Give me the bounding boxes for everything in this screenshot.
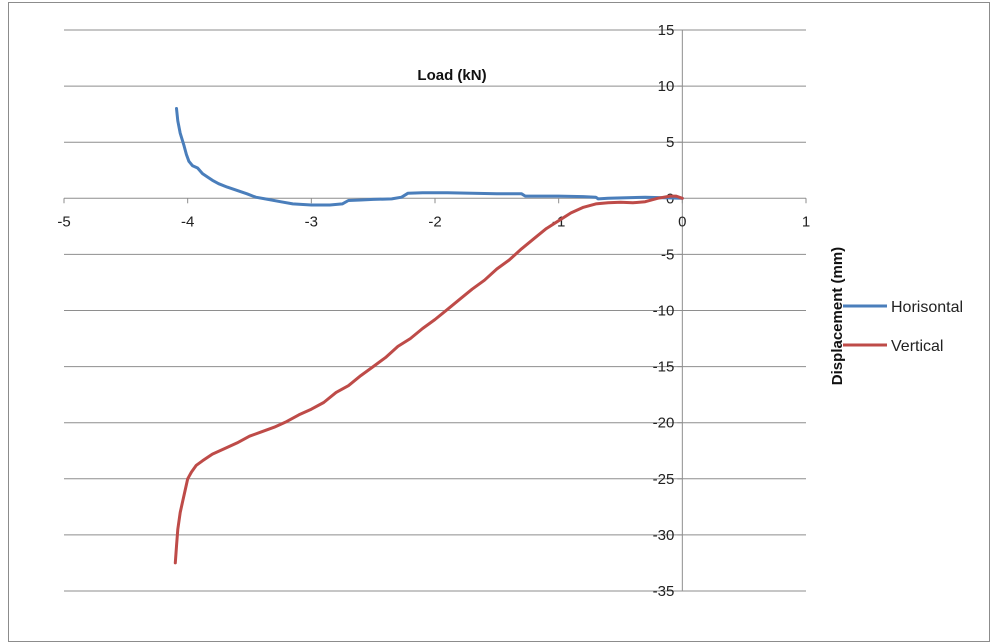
x-tick-label-1: -4: [181, 213, 194, 230]
x-axis-title: Load (kN): [417, 67, 486, 84]
y-tick-label-9: -30: [653, 527, 675, 544]
y-tick-label-10: -35: [653, 583, 675, 600]
legend: Horisontal Vertical: [843, 299, 963, 355]
x-tick-label-2: -3: [305, 213, 318, 230]
y-tick-label-0: 15: [658, 22, 675, 39]
legend-label-vertical: Vertical: [891, 338, 943, 355]
y-axis-title: Displacement (mm): [829, 247, 846, 385]
y-tick-label-5: -10: [653, 303, 675, 320]
legend-label-horisontal: Horisontal: [891, 299, 963, 316]
y-tick-label-8: -25: [653, 471, 675, 488]
y-tick-label-4: -5: [661, 246, 674, 263]
series-line-vertical: [173, 194, 684, 565]
series-line-horisontal: [175, 107, 684, 207]
y-tick-label-2: 5: [666, 134, 674, 151]
gridlines: [64, 29, 806, 592]
x-tick-label-6: 1: [802, 213, 810, 230]
series-lines: [173, 107, 684, 565]
x-tick-label-5: 0: [678, 213, 686, 230]
y-tick-label-6: -15: [653, 359, 675, 376]
y-tick-label-7: -20: [653, 415, 675, 432]
y-tick-label-1: 10: [658, 78, 675, 95]
x-tick-label-0: -5: [57, 213, 70, 230]
x-tick-label-3: -2: [428, 213, 441, 230]
x-tick-labels: -5 -4 -3 -2 -1 0 1: [57, 213, 810, 230]
